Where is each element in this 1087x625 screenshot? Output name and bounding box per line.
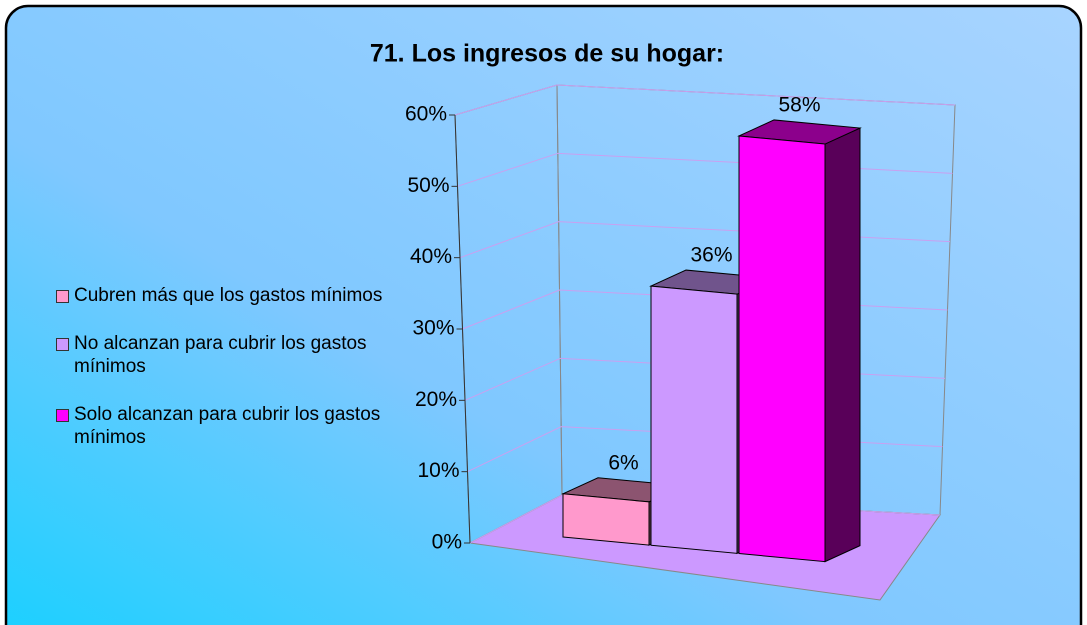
y-tick-label: 30% [412, 317, 454, 340]
legend-swatch [56, 409, 69, 422]
data-label: 58% [778, 93, 820, 116]
y-tick-label: 60% [405, 103, 447, 126]
bar [650, 285, 738, 554]
bar [562, 493, 650, 546]
y-axis [454, 114, 471, 544]
legend-item: Solo alcanzan para cubrir los gastos mín… [56, 403, 401, 449]
plot: 0% 10% 20% 30% 40% 50% 60% 6% 36% 58% [405, 84, 956, 601]
legend: Cubren más que los gastos mínimos No alca… [56, 284, 401, 474]
y-tick-label: 0% [432, 531, 462, 554]
legend-label: Solo alcanzan para cubrir los gastos mín… [74, 404, 381, 448]
grid-line [454, 84, 956, 116]
legend-item: Cubren más que los gastos mínimos [56, 284, 401, 307]
bar [738, 135, 826, 563]
bar-side [824, 127, 861, 563]
y-tick-label: 40% [410, 245, 452, 268]
data-label: 6% [608, 451, 638, 474]
legend-label: Cubren más que los gastos mínimos [74, 285, 383, 306]
chart-title: 71. Los ingresos de su hogar: [370, 40, 724, 68]
y-tick-label: 10% [417, 459, 459, 482]
legend-swatch [56, 290, 69, 303]
y-tick-label: 50% [407, 174, 449, 197]
legend-item: No alcanzan para cubrir los gastos mínim… [56, 332, 401, 378]
data-label: 36% [690, 244, 732, 267]
legend-swatch [56, 338, 69, 351]
y-tick-label: 20% [415, 388, 457, 411]
legend-label: No alcanzan para cubrir los gastos mínim… [74, 333, 367, 377]
